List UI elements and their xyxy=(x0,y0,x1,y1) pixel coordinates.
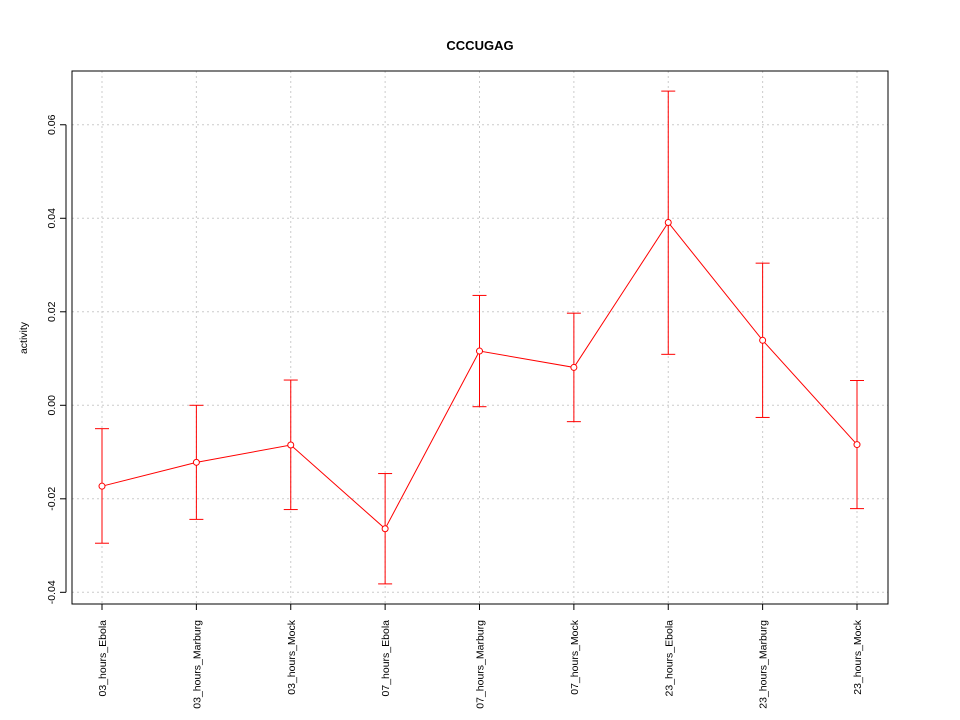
data-point xyxy=(664,218,672,226)
x-tick-label: 23_hours_Mock xyxy=(852,619,864,694)
y-tick-label: 0.06 xyxy=(46,114,58,135)
chart-title: CCCUGAG xyxy=(446,38,513,53)
y-axis-label: activity xyxy=(18,321,30,354)
data-point xyxy=(570,363,578,371)
x-tick-label: 23_hours_Marburg xyxy=(758,620,770,709)
y-tick-label: 0.02 xyxy=(46,301,58,322)
x-tick-label: 23_hours_Ebola xyxy=(663,620,675,697)
y-tick-label: 0.04 xyxy=(46,208,58,229)
y-tick-label: 0.00 xyxy=(46,395,58,416)
data-point xyxy=(98,482,106,490)
x-tick-label: 03_hours_Ebola xyxy=(97,620,109,697)
data-point xyxy=(853,441,861,449)
data-point xyxy=(287,441,295,449)
data-point xyxy=(759,336,767,344)
x-tick-label: 07_hours_Ebola xyxy=(380,620,392,697)
x-tick-label: 07_hours_Mock xyxy=(569,619,581,694)
x-tick-label: 03_hours_Marburg xyxy=(191,620,203,709)
y-tick-label: -0.04 xyxy=(46,580,58,604)
x-tick-label: 07_hours_Marburg xyxy=(475,620,487,709)
y-tick-label: -0.02 xyxy=(46,487,58,511)
x-tick-label: 03_hours_Mock xyxy=(286,619,298,694)
data-point xyxy=(476,347,483,355)
data-point xyxy=(192,458,200,466)
data-point xyxy=(381,525,389,533)
plot-layer: -0.04 -0.02 0.00 0.02 0.04 0.06 03_hours_Ebola… xyxy=(46,70,889,709)
